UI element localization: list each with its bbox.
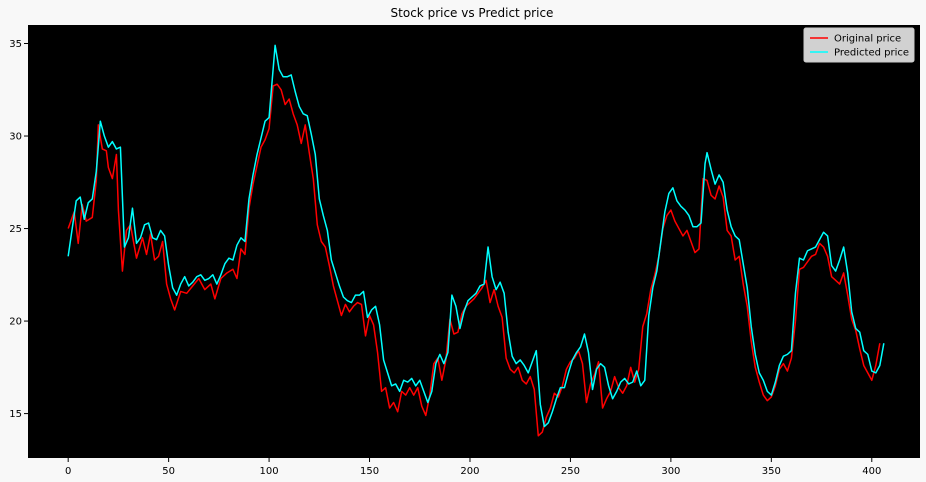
legend-label: Original price	[834, 34, 901, 45]
x-tick-label: 250	[561, 466, 580, 477]
plot-lines	[67, 44, 885, 437]
x-tick-label: 300	[661, 466, 680, 477]
y-tick-label: 35	[9, 39, 22, 50]
x-tick-label: 150	[360, 466, 379, 477]
y-tick-label: 30	[9, 132, 22, 143]
x-tick-label: 100	[260, 466, 279, 477]
x-tick-label: 400	[862, 466, 881, 477]
x-axis: 0 50 100 150 200 250 300 350 400	[65, 458, 881, 477]
legend-label: Predicted price	[834, 48, 909, 59]
legend-box	[803, 27, 915, 63]
y-axis: 15 20 25 30 35	[9, 39, 28, 420]
x-tick-label: 50	[162, 466, 175, 477]
y-tick-label: 25	[9, 224, 22, 235]
x-tick-label: 200	[460, 466, 479, 477]
legend: Original price Predicted price	[803, 27, 915, 63]
plot-area	[28, 25, 920, 458]
x-tick-label: 0	[65, 466, 71, 477]
series-line-predicted-price	[67, 44, 885, 428]
x-tick-label: 350	[762, 466, 781, 477]
y-tick-label: 15	[9, 409, 22, 420]
chart-title: Stock price vs Predict price	[391, 6, 554, 20]
y-tick-label: 20	[9, 317, 22, 328]
